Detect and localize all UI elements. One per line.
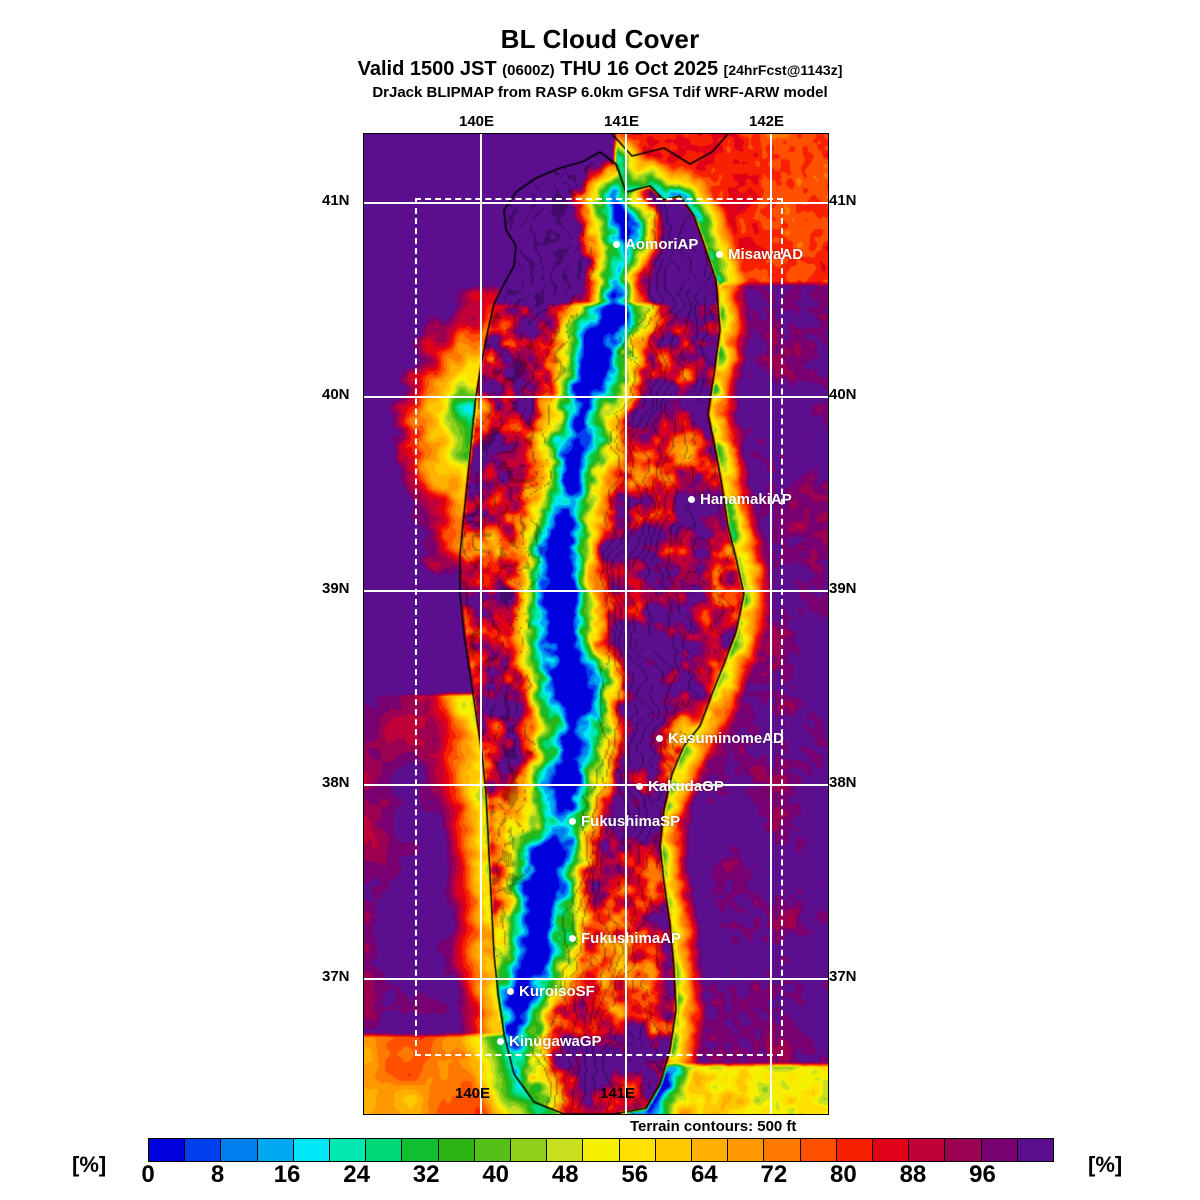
colorbar-swatch bbox=[185, 1139, 222, 1161]
lon-tick-top: 141E bbox=[604, 113, 640, 130]
station-marker[interactable]: HanamakiAP bbox=[688, 491, 792, 508]
colorbar[interactable] bbox=[148, 1138, 1054, 1162]
station-label: KuroisoSF bbox=[519, 983, 595, 1000]
station-dot-icon bbox=[497, 1038, 504, 1045]
forecast-tag: [24hrFcst@1143z] bbox=[723, 62, 843, 79]
colorbar-swatch bbox=[909, 1139, 946, 1161]
lat-tick-right: 41N bbox=[829, 191, 857, 209]
station-dot-icon bbox=[569, 935, 576, 942]
colorbar-swatch bbox=[692, 1139, 729, 1161]
colorbar-swatch bbox=[366, 1139, 403, 1161]
valid-time-line: Valid 1500 JST (0600Z) THU 16 Oct 2025 [… bbox=[0, 59, 1200, 80]
lat-tick-left: 37N bbox=[322, 968, 350, 986]
colorbar-swatch bbox=[873, 1139, 910, 1161]
colorbar-tick: 80 bbox=[830, 1161, 857, 1188]
colorbar-swatch bbox=[293, 1139, 331, 1161]
station-label: MisawaAD bbox=[728, 246, 804, 263]
cloud-cover-map[interactable]: AomoriAP MisawaAD HanamakiAP KasuminomeAD Ka… bbox=[363, 133, 829, 1115]
colorbar-tick: 40 bbox=[482, 1161, 510, 1188]
colorbar-tick: 48 bbox=[551, 1161, 579, 1188]
colorbar-swatch bbox=[583, 1139, 620, 1161]
colorbar-tick: 72 bbox=[760, 1161, 788, 1188]
station-marker[interactable]: KuroisoSF bbox=[507, 983, 595, 1000]
station-label: KinugawaGP bbox=[509, 1033, 602, 1050]
title-block: BL Cloud Cover Valid 1500 JST (0600Z) TH… bbox=[0, 24, 1200, 102]
station-dot-icon bbox=[636, 783, 643, 790]
colorbar-swatch bbox=[511, 1139, 548, 1161]
colorbar-unit-left: [%] bbox=[72, 1152, 107, 1177]
lat-tick-right: 40N bbox=[829, 385, 857, 403]
lon-tick-top: 142E bbox=[749, 113, 785, 130]
valid-date: THU 16 Oct 2025 bbox=[560, 58, 719, 81]
colorbar-swatch bbox=[474, 1139, 512, 1161]
colorbar-swatch bbox=[1017, 1139, 1054, 1161]
colorbar-tick: 8 bbox=[210, 1161, 225, 1188]
page-title: BL Cloud Cover bbox=[500, 24, 700, 54]
station-dot-icon bbox=[507, 988, 514, 995]
station-dot-icon bbox=[569, 818, 576, 825]
lat-tick-left: 41N bbox=[322, 191, 350, 209]
colorbar-swatch bbox=[836, 1139, 874, 1161]
station-marker[interactable]: FukushimaAP bbox=[569, 930, 681, 947]
colorbar-swatch bbox=[257, 1139, 294, 1161]
colorbar-swatch bbox=[728, 1139, 765, 1161]
lat-tick-right: 37N bbox=[829, 968, 857, 986]
station-label: FukushimaSP bbox=[581, 813, 681, 830]
terrain-contour-note: Terrain contours: 500 ft bbox=[630, 1118, 797, 1135]
station-label: KasuminomeAD bbox=[668, 730, 784, 747]
colorbar-swatch bbox=[764, 1139, 801, 1161]
station-label: HanamakiAP bbox=[700, 491, 792, 508]
station-marker[interactable]: MisawaAD bbox=[716, 246, 803, 263]
colorbar-swatch bbox=[981, 1139, 1018, 1161]
station-dot-icon bbox=[716, 251, 723, 258]
station-marker[interactable]: KakudaGP bbox=[636, 778, 724, 795]
lat-tick-right: 38N bbox=[829, 774, 857, 792]
colorbar-tick: 24 bbox=[343, 1161, 370, 1188]
colorbar-unit-right: [%] bbox=[1088, 1152, 1123, 1177]
colorbar-tick: 32 bbox=[412, 1161, 440, 1188]
valid-time-prefix: Valid 1500 JST bbox=[357, 58, 497, 81]
colorbar-swatch bbox=[945, 1139, 982, 1161]
lat-tick-right: 39N bbox=[829, 580, 857, 598]
colorbar-swatch bbox=[800, 1139, 837, 1161]
station-marker[interactable]: FukushimaSP bbox=[569, 813, 680, 830]
model-line: DrJack BLIPMAP from RASP 6.0km GFSA Tdif… bbox=[372, 84, 828, 102]
colorbar-swatch bbox=[619, 1139, 656, 1161]
colorbar-swatch bbox=[149, 1139, 186, 1161]
colorbar-tick-labels: 0 8 16 24 32 40 48 56 64 72 80 88 96 bbox=[141, 1161, 1052, 1193]
cloud-cover-raster bbox=[364, 134, 828, 1114]
valid-time-zulu: (0600Z) bbox=[502, 62, 555, 80]
station-label: KakudaGP bbox=[648, 778, 724, 795]
colorbar-tick: 88 bbox=[899, 1161, 927, 1188]
station-marker[interactable]: AomoriAP bbox=[613, 236, 698, 253]
station-dot-icon bbox=[613, 241, 620, 248]
colorbar-swatch bbox=[655, 1139, 693, 1161]
station-dot-icon bbox=[688, 496, 695, 503]
station-label: FukushimaAP bbox=[581, 930, 682, 947]
lon-tick-bottom: 140E bbox=[455, 1085, 491, 1102]
station-dot-icon bbox=[656, 735, 663, 742]
colorbar-tick: 64 bbox=[690, 1161, 718, 1188]
colorbar-tick: 0 bbox=[141, 1161, 155, 1188]
station-label: AomoriAP bbox=[625, 236, 699, 253]
lon-tick-top: 140E bbox=[459, 113, 495, 130]
station-marker[interactable]: KinugawaGP bbox=[497, 1033, 602, 1050]
lat-tick-left: 39N bbox=[322, 580, 350, 598]
lat-tick-left: 40N bbox=[322, 385, 350, 403]
colorbar-swatch bbox=[438, 1139, 475, 1161]
colorbar-swatch bbox=[330, 1139, 367, 1161]
colorbar-swatch bbox=[547, 1139, 584, 1161]
colorbar-tick: 96 bbox=[969, 1161, 996, 1188]
colorbar-tick: 16 bbox=[273, 1161, 301, 1188]
colorbar-swatch bbox=[221, 1139, 258, 1161]
colorbar-tick: 56 bbox=[621, 1161, 649, 1188]
lon-tick-bottom: 141E bbox=[600, 1085, 636, 1102]
lat-tick-left: 38N bbox=[322, 774, 350, 792]
colorbar-swatch bbox=[402, 1139, 439, 1161]
station-marker[interactable]: KasuminomeAD bbox=[656, 730, 784, 747]
